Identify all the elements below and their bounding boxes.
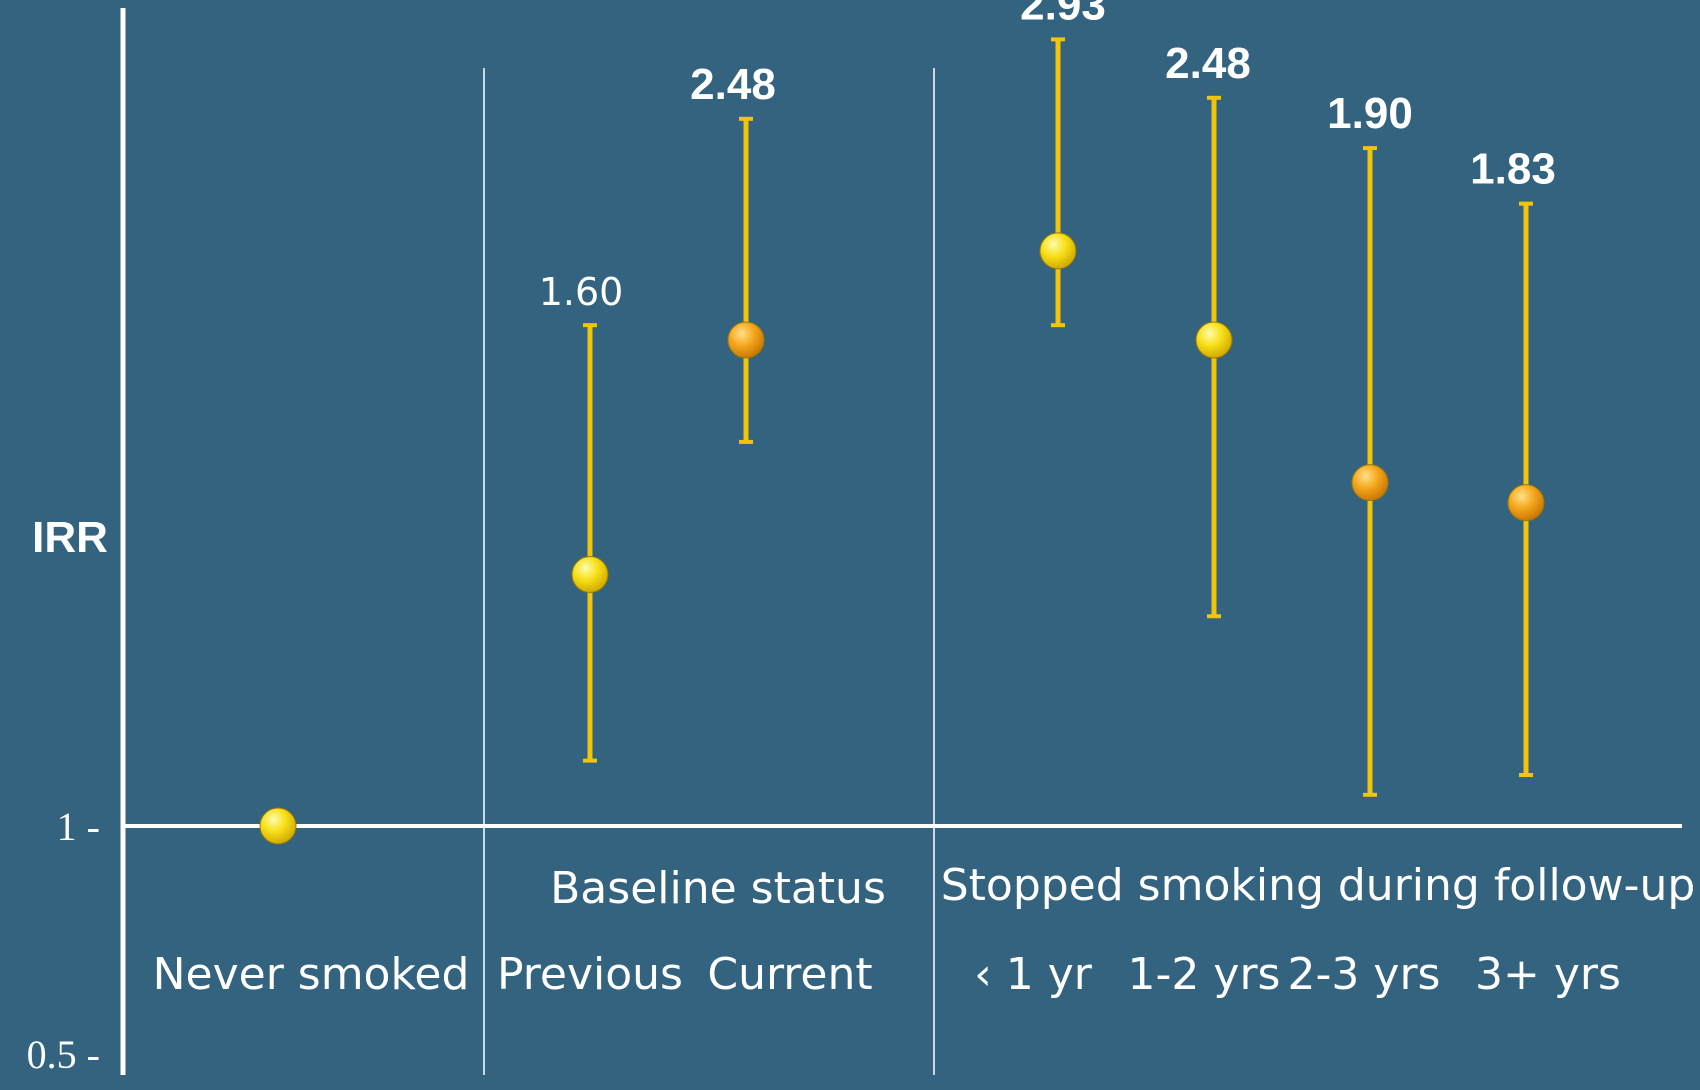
- category-label-3-yrs: 3+ yrs: [1475, 949, 1621, 1000]
- y-axis-label: IRR: [32, 513, 108, 562]
- data-point-2-3-yrs: [1351, 464, 1389, 502]
- category-label-never-smoked: Never smoked: [153, 949, 470, 1000]
- category-label-current: Current: [707, 949, 872, 1000]
- error-bar-1-yr: [1051, 37, 1065, 328]
- group-label-stopped-smoking-during-follow-up: Stopped smoking during follow-up: [941, 860, 1696, 911]
- data-point-previous: [571, 556, 609, 594]
- data-label-1-yr: 2.93: [1020, 0, 1106, 29]
- category-label-2-3-yrs: 2-3 yrs: [1288, 949, 1441, 1000]
- category-label-1-yr: ‹ 1 yr: [974, 949, 1093, 1000]
- error-bars: [583, 37, 1533, 797]
- error-bar-previous: [583, 323, 597, 763]
- data-label-3-yrs: 1.83: [1470, 145, 1556, 194]
- category-label-previous: Previous: [497, 949, 683, 1000]
- y-tick-label-1: 1 -: [57, 804, 100, 849]
- data-label-1-2-yrs: 2.48: [1165, 39, 1251, 88]
- category-label-1-2-yrs: 1-2 yrs: [1128, 949, 1281, 1000]
- y-tick-label-0-5: 0.5 -: [27, 1032, 100, 1077]
- category-labels: Never smoked Previous Current ‹ 1 yr 1-2 yrs…: [153, 949, 1621, 1000]
- data-label-current: 2.48: [690, 60, 776, 109]
- data-label-previous: 1.60: [539, 270, 624, 314]
- group-dividers: [483, 68, 935, 1075]
- error-bar-current: [739, 116, 753, 444]
- group-labels: Baseline status Stopped smoking during fo…: [550, 860, 1695, 914]
- data-labels: 1.60 2.48 2.93 2.48 1.90 1.83: [539, 0, 1556, 314]
- data-label-2-3-yrs: 1.90: [1327, 89, 1413, 138]
- data-point-never-smoked: [259, 807, 297, 845]
- data-point-3-yrs: [1507, 484, 1545, 522]
- axes: [120, 8, 1682, 1075]
- y-ticks: 0.5 -1 -5 -: [27, 804, 100, 1077]
- group-label-baseline-status: Baseline status: [550, 863, 886, 914]
- data-points: [259, 232, 1545, 845]
- data-point-1-yr: [1039, 232, 1077, 270]
- data-point-current: [727, 321, 765, 359]
- data-point-1-2-yrs: [1195, 321, 1233, 359]
